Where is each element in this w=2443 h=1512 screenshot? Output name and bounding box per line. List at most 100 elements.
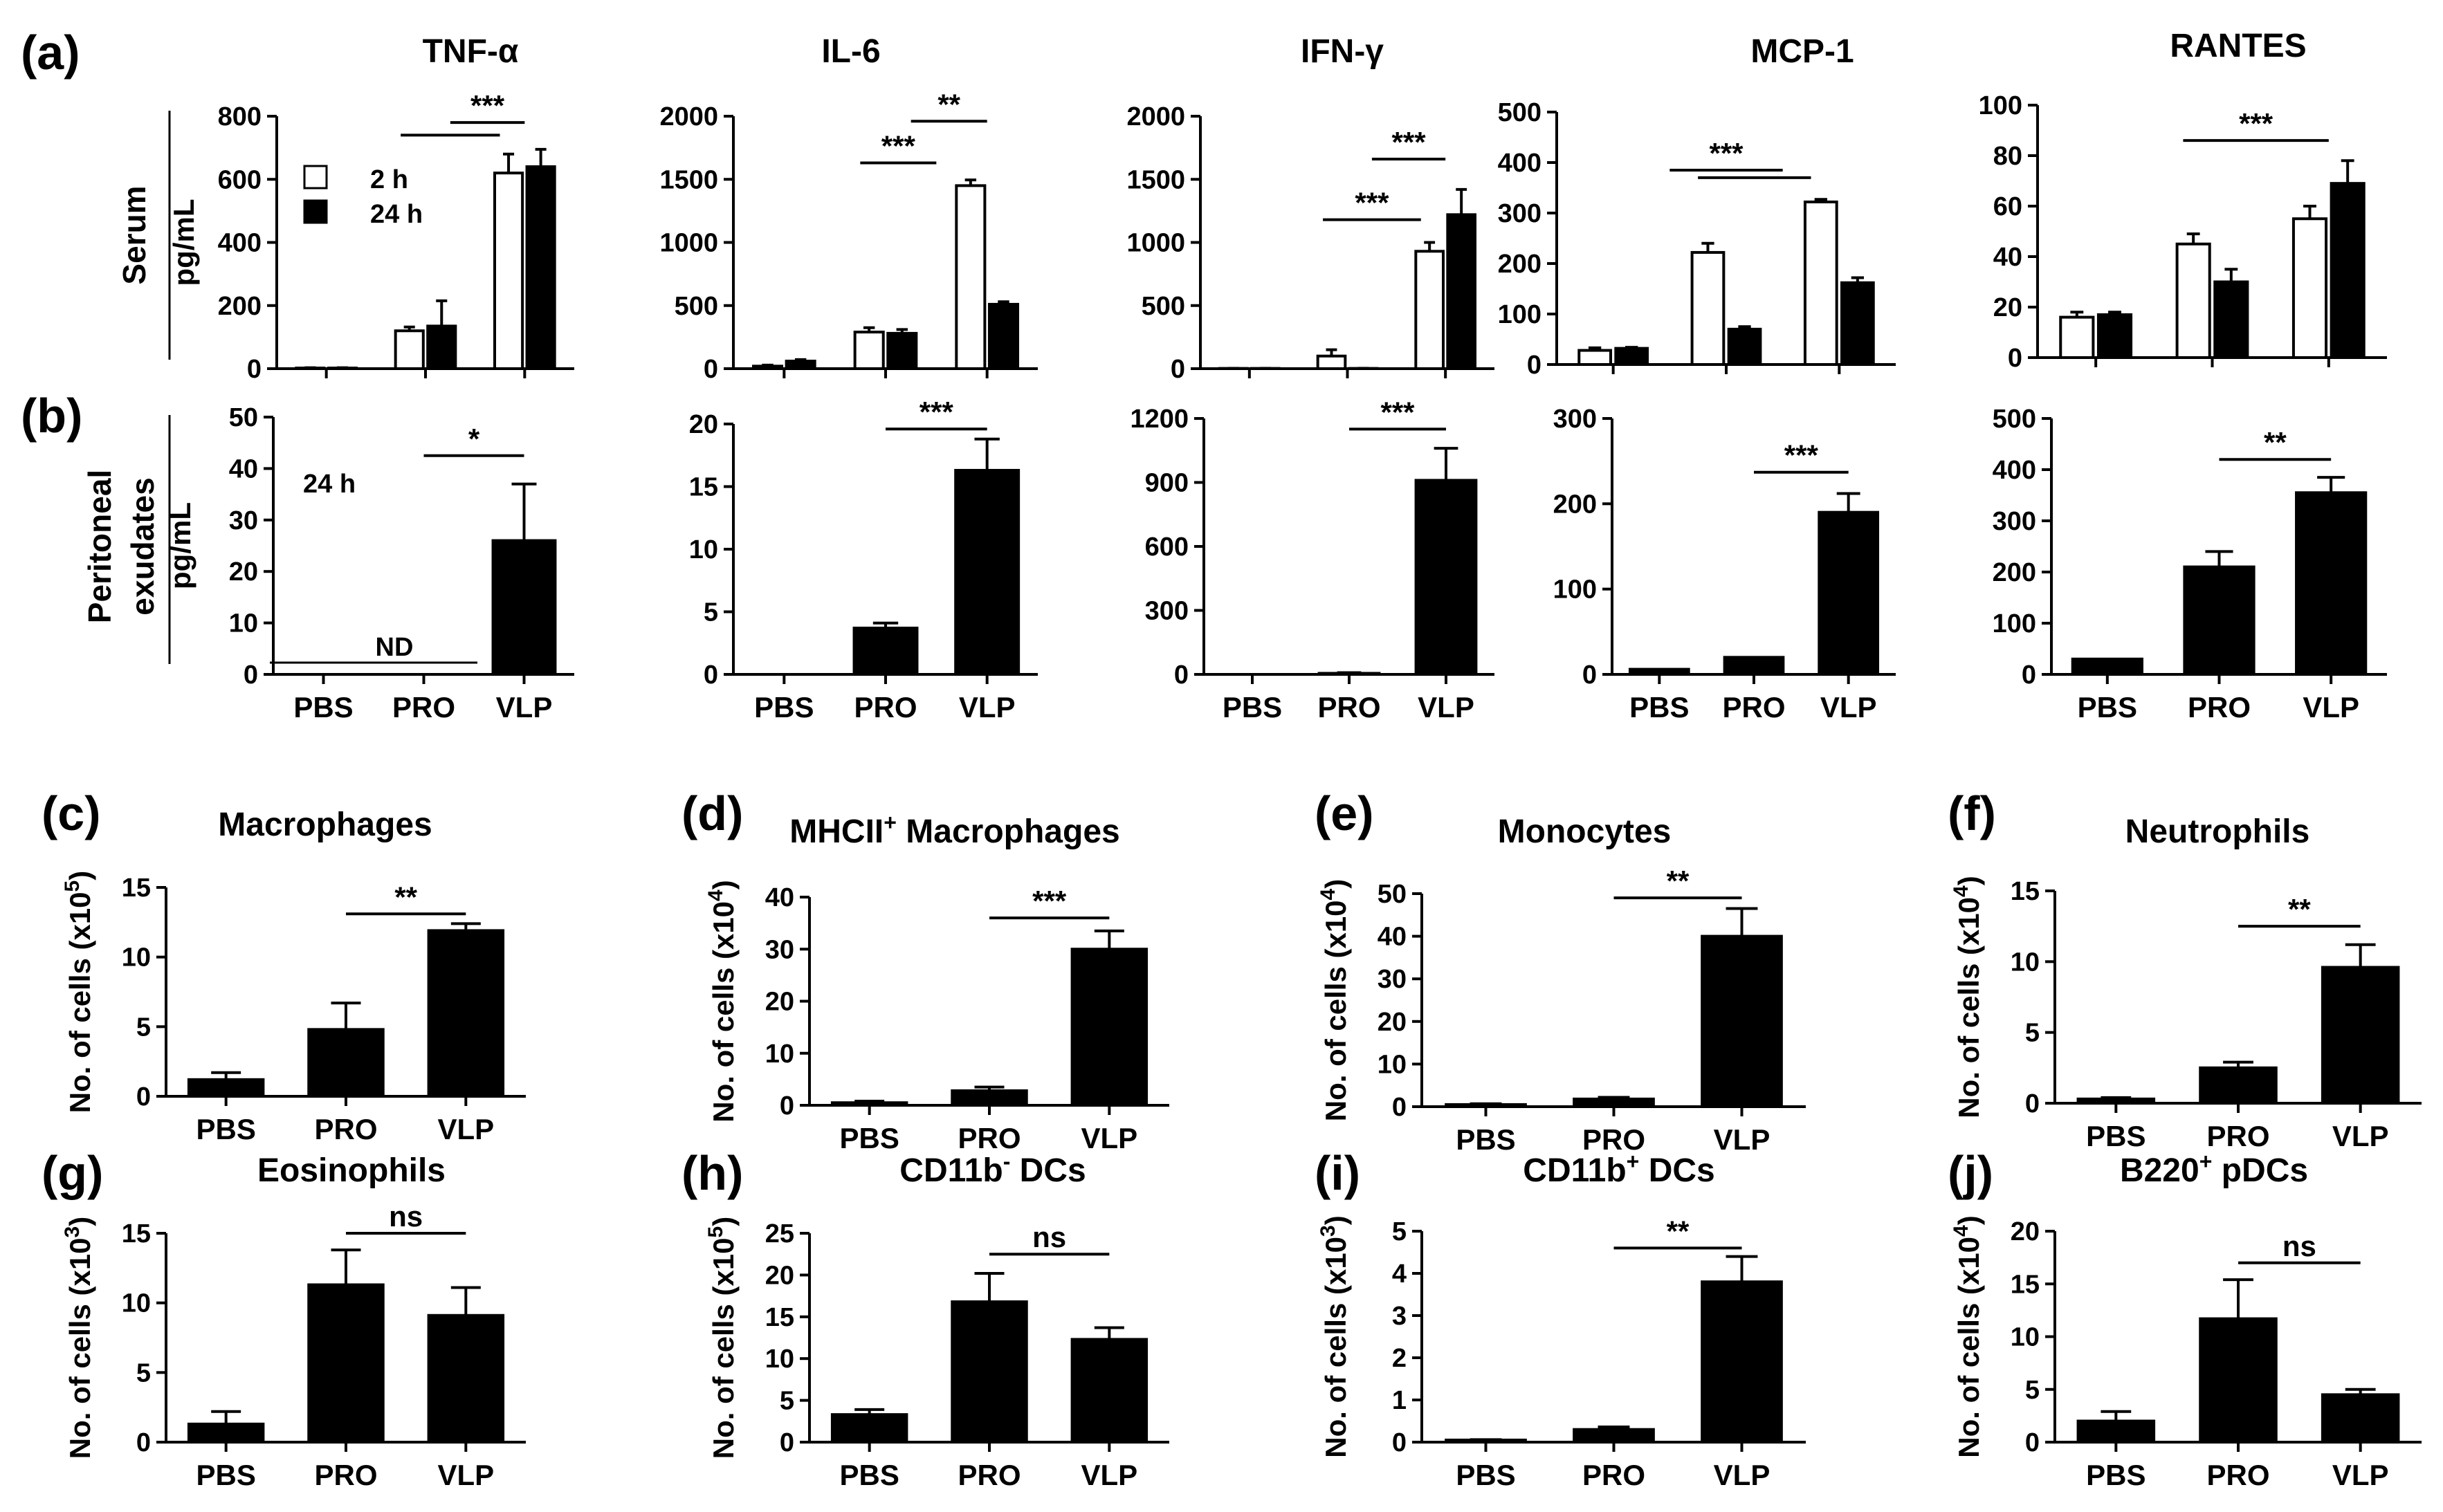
y-tick-label: 15 [2011,1270,2040,1299]
x-tick-label: PBS [839,1459,899,1491]
y-tick-label: 30 [229,506,258,535]
y-tick-label: 400 [218,229,262,258]
bar-PRO [307,1028,385,1098]
bar-24h-PRO [426,324,457,370]
chart-a5: RANTES 0 20 40 60 80 100 *** [1979,28,2387,373]
y-tick-label: 0 [136,1428,151,1457]
y-tick-label: 4 [1392,1260,1407,1289]
y-tick-label: 1000 [1126,229,1185,258]
x-tick-label: PRO [958,1459,1021,1491]
bar-VLP [427,929,505,1098]
bar-PRO [2199,1066,2278,1105]
panel-label-g: (g) [42,1146,103,1200]
x-tick-label: PRO [2188,691,2251,723]
bar-VLP [2295,491,2368,676]
bar-PRO [1723,656,1785,676]
bar-VLP [1701,1280,1783,1444]
y-tick-label: 100 [1979,91,2022,120]
peritoneal-row-label-1: Peritoneal [82,470,118,623]
chart-i: CD11b+ DCs 0 1 2 3 4 5 PBS PRO VLP No. of cells (x… [1317,1149,1806,1491]
significance-label: ** [2264,426,2287,459]
x-tick-label: VLP [2332,1459,2389,1491]
bar-PRO [1573,1097,1655,1108]
y-tick-label: 1200 [1130,405,1189,434]
bar-VLP [2321,966,2400,1105]
x-tick-label: PBS [2078,691,2137,723]
y-axis-label: No. of cells (x104) [1950,1215,1985,1457]
y-tick-label: 0 [780,1091,794,1121]
x-tick-label: PRO [392,691,455,723]
chart-title: TNF-α [423,33,519,70]
y-tick-label: 10 [765,1345,794,1374]
y-tick-label: 50 [229,403,258,432]
y-tick-label: 2000 [659,102,718,131]
x-tick-label: PBS [2086,1459,2145,1491]
x-tick-label: VLP [1081,1459,1137,1491]
y-tick-label: 0 [244,661,258,690]
bar-PBS [2076,1097,2156,1105]
bar-24h-PRO [1727,327,1762,366]
x-tick-label: PBS [196,1113,255,1145]
x-tick-label: VLP [496,691,553,723]
y-tick-label: 15 [122,1219,151,1248]
bar-24h-PRO [886,331,918,370]
chart-title: Monocytes [1498,813,1672,850]
bar-24h-PBS [1614,347,1649,367]
bar-VLP [1414,479,1478,676]
chart-title: Macrophages [218,806,432,843]
y-tick-label: 15 [2011,877,2040,906]
y-tick-label: 2 [1392,1344,1407,1373]
y-tick-label: 1500 [1126,165,1185,194]
bar-24h-VLP [525,165,556,370]
y-axis-label: No. of cells (x104) [704,880,740,1122]
significance-label: *** [470,89,505,122]
panel-label-j: (j) [1948,1146,1993,1200]
y-tick-label: 60 [1993,192,2022,221]
chart-title: B220+ pDCs [2120,1149,2308,1189]
bar-24h-VLP [1446,213,1477,370]
chart-g: Eosinophils 0 5 10 15 PBS PRO VLP No. of cells (… [61,1152,526,1491]
bar-2h-VLP [2291,217,2328,359]
panel-label-h: (h) [681,1146,743,1200]
chart-title: IL-6 [821,33,880,70]
bar-VLP [491,539,557,676]
chart-a1: TNF-α 0 200 400 600 800 pg/mL *** [167,33,574,384]
chart-title: Neutrophils [2125,813,2310,850]
y-tick-label: 40 [1993,243,2022,272]
significance-label: *** [1380,396,1415,428]
bar-PRO [951,1089,1028,1107]
y-tick-label: 0 [1392,1093,1407,1122]
x-tick-label: VLP [1714,1123,1771,1156]
panel-label-i: (i) [1315,1146,1360,1200]
y-tick-label: 0 [2008,344,2022,373]
bar-24h-PRO [2213,280,2249,359]
significance-label: ** [2288,893,2311,925]
bar-PBS [1445,1103,1527,1109]
y-tick-label: 200 [218,292,262,321]
y-tick-label: 15 [689,473,718,502]
x-tick-label: VLP [2332,1120,2389,1152]
x-tick-label: PBS [2086,1120,2145,1152]
y-axis-label: No. of cells (x103) [1317,1215,1352,1457]
chart-title: CD11b- DCs [899,1149,1086,1189]
y-tick-label: 10 [2011,1323,2040,1352]
y-tick-label: 30 [765,935,794,964]
significance-label: *** [881,130,916,163]
bar-2h-VLP [1414,250,1445,370]
y-tick-label: 400 [1993,456,2036,485]
chart-f: Neutrophils 0 5 10 15 PBS PRO VLP No. of cells (… [1950,813,2422,1152]
y-tick-label: 20 [765,988,794,1017]
x-tick-label: VLP [1714,1459,1771,1491]
chart-b2: 0 5 10 15 20 PBS PRO VLP *** [689,396,1038,723]
x-tick-label: PRO [958,1122,1021,1154]
bar-PBS [830,1413,908,1444]
y-axis-label: No. of cells (x105) [61,871,96,1113]
y-tick-label: 5 [136,1013,151,1042]
y-tick-label: 40 [1378,923,1407,952]
x-tick-label: VLP [1081,1122,1137,1154]
y-tick-label: 100 [1993,609,2036,638]
bar-24h-PBS [327,367,358,371]
chart-a3: IFN-γ 0 500 1000 1500 2000 ****** [1126,33,1494,384]
bar-PBS [187,1422,265,1444]
x-tick-label: VLP [959,691,1016,723]
